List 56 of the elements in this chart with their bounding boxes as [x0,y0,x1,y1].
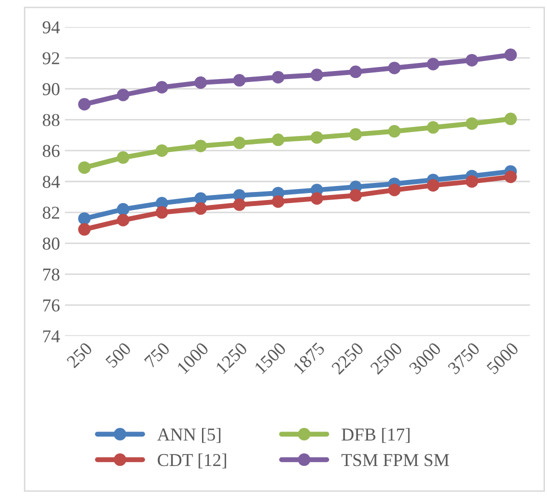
point [233,198,246,211]
point [310,192,324,205]
point [426,121,440,134]
point [388,184,401,196]
x-tick-label: 750 [144,342,170,368]
point [466,175,478,188]
point [310,131,324,144]
point [156,144,168,157]
point [504,48,517,62]
y-tick-label: 92 [42,52,60,64]
y-tick-label: 76 [43,299,60,312]
y-tick-label: 90 [42,83,60,96]
point [194,140,207,152]
legend-label: ANN [5] [157,428,220,443]
y-tick-label: 84 [42,176,60,188]
y-tick-label: 80 [42,238,60,250]
y-tick-label: 86 [42,144,60,158]
point [504,112,517,126]
point [194,76,207,89]
point [504,170,517,184]
point [116,214,130,226]
point [116,203,130,216]
point [78,98,91,110]
point [272,70,284,84]
point [156,81,168,94]
point [388,125,401,138]
point [116,151,130,164]
point [349,66,362,78]
point [233,136,246,150]
point [194,202,207,215]
point [466,117,478,130]
point [310,68,324,82]
point [233,74,246,87]
point [388,62,401,74]
legend-label: DFB [17] [342,428,410,443]
x-tick-label: 500 [105,342,132,368]
point [349,128,362,141]
legend-label: CDT [12] [158,453,226,468]
point [272,195,284,208]
legend-label: TSM FPM SM [341,454,450,466]
y-tick-label: 88 [42,114,60,126]
y-tick-label: 94 [42,21,60,34]
y-tick-label: 74 [43,330,60,342]
point [156,206,168,219]
point [466,54,478,66]
point [426,179,440,192]
point [78,212,91,225]
point [78,223,91,236]
point [272,134,284,146]
point [116,88,130,102]
point [78,161,91,174]
y-tick-label: 82 [42,206,60,219]
point [426,58,440,70]
x-tick-label: 250 [66,342,93,368]
point [349,189,362,202]
y-tick-label: 78 [43,268,60,281]
